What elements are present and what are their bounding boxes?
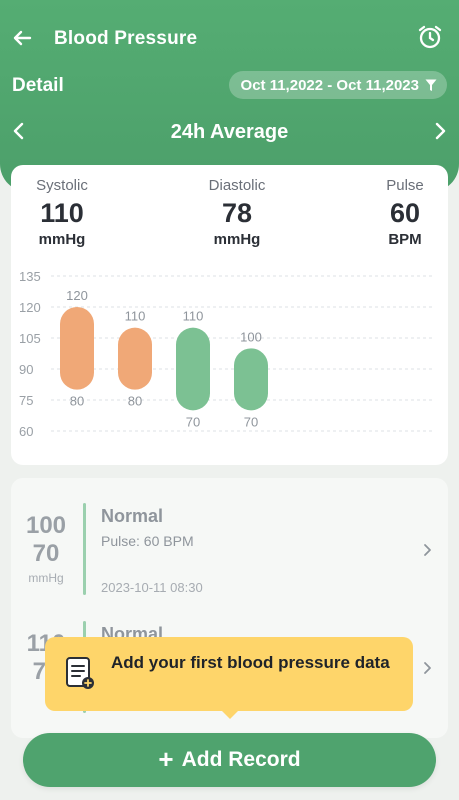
- period-label: 24h Average: [170, 121, 289, 143]
- plus-icon: +: [158, 744, 174, 774]
- y-tick-label: 120: [19, 300, 41, 315]
- systolic-metric: Systolic 110 mmHg: [29, 177, 95, 248]
- onboarding-tooltip[interactable]: Add your first blood pressure data: [45, 637, 413, 719]
- bar-high-label: 100: [240, 329, 262, 344]
- chevron-right-icon[interactable]: [429, 120, 451, 142]
- pulse-value: 60: [389, 198, 421, 228]
- systolic-unit: mmHg: [38, 231, 86, 248]
- summary-card: Systolic 110 mmHg Diastolic 78 mmHg Puls…: [11, 165, 448, 465]
- document-icon: [66, 657, 94, 689]
- date-range-filter[interactable]: Oct 11,2022 - Oct 11,2023: [228, 71, 447, 99]
- date-range-text: Oct 11,2022 - Oct 11,2023: [240, 76, 419, 94]
- record-systolic: 100: [25, 512, 67, 539]
- alarm-clock-icon[interactable]: [415, 22, 445, 52]
- chevron-right-icon: [424, 662, 431, 674]
- add-record-label: Add Record: [181, 748, 301, 771]
- bar-low-label: 70: [244, 414, 258, 429]
- header: Blood Pressure Detail Oct 11,2022 - Oct …: [0, 0, 459, 192]
- y-tick-label: 75: [19, 393, 33, 408]
- diastolic-value: 78: [221, 198, 253, 228]
- diastolic-metric: Diastolic 78 mmHg: [201, 177, 273, 248]
- chevron-right-icon: [424, 544, 431, 556]
- pulse-label: Pulse: [386, 177, 424, 194]
- bar-high-label: 120: [66, 288, 88, 303]
- add-record-button[interactable]: + Add Record: [23, 733, 436, 787]
- y-tick-label: 60: [19, 424, 33, 439]
- diastolic-unit: mmHg: [213, 231, 261, 248]
- range-bar: [60, 307, 94, 390]
- page-title: Blood Pressure: [54, 28, 198, 49]
- pulse-metric: Pulse 60 BPM: [379, 177, 431, 248]
- diastolic-label: Diastolic: [208, 177, 266, 194]
- record-time: 2023-10-11 08:30: [101, 580, 203, 595]
- range-bar: [118, 327, 152, 390]
- filter-icon: [425, 79, 437, 91]
- back-arrow-icon[interactable]: [10, 26, 34, 50]
- tooltip-text: Add your first blood pressure data: [111, 653, 390, 672]
- pulse-unit: BPM: [388, 231, 422, 248]
- chevron-left-icon[interactable]: [8, 120, 30, 142]
- y-tick-label: 105: [19, 331, 41, 346]
- bar-low-label: 70: [186, 414, 200, 429]
- status-indicator-bar: [83, 503, 86, 595]
- range-bar: [176, 327, 210, 411]
- y-tick-label: 90: [19, 362, 33, 377]
- bar-high-label: 110: [125, 309, 146, 324]
- systolic-label: Systolic: [36, 177, 88, 194]
- record-status: Normal: [101, 506, 164, 526]
- record-pulse: Pulse: 60 BPM: [101, 533, 194, 549]
- blood-pressure-chart: 135 120 105 90 75 60 120 80 110 80 110 70 100 70: [19, 269, 435, 439]
- bar-high-label: 110: [183, 309, 204, 324]
- systolic-value: 110: [40, 198, 84, 228]
- record-unit: mmHg: [28, 571, 64, 585]
- detail-label: Detail: [12, 75, 64, 96]
- bar-low-label: 80: [128, 394, 142, 409]
- bar-low-label: 80: [70, 394, 84, 409]
- list-item[interactable]: 100 70 mmHg Normal Pulse: 60 BPM 2023-10…: [11, 500, 448, 610]
- top-bar: Blood Pressure: [0, 20, 459, 60]
- y-tick-label: 135: [19, 269, 41, 284]
- record-diastolic: 70: [32, 540, 60, 567]
- range-bar: [234, 348, 268, 411]
